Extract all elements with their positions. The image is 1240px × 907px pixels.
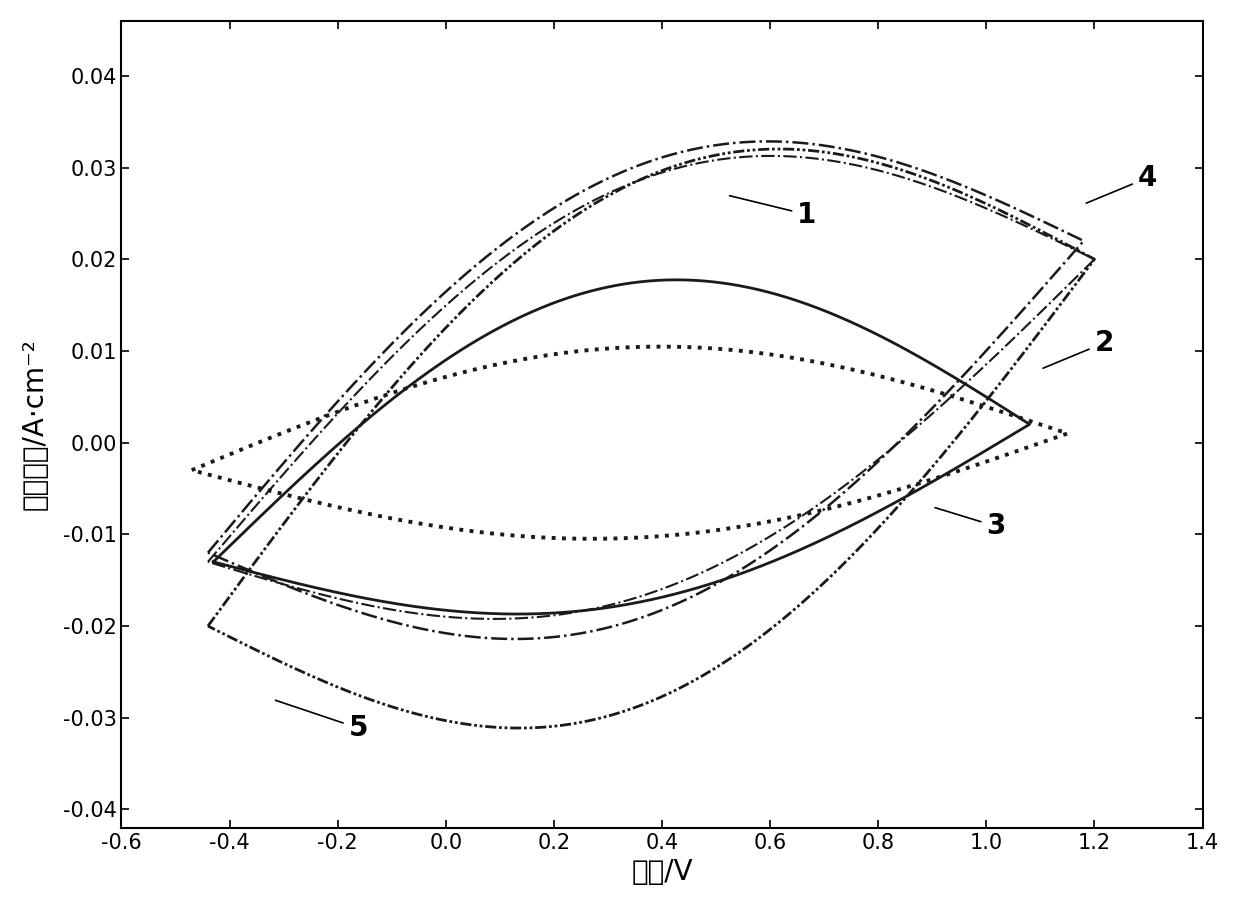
Text: 5: 5 <box>275 700 368 742</box>
Y-axis label: 电流密度/A·cm⁻²: 电流密度/A·cm⁻² <box>21 338 48 511</box>
X-axis label: 电位/V: 电位/V <box>631 858 693 886</box>
Text: 3: 3 <box>935 508 1006 541</box>
Text: 4: 4 <box>1086 164 1157 203</box>
Text: 2: 2 <box>1043 329 1114 368</box>
Text: 1: 1 <box>729 196 816 229</box>
